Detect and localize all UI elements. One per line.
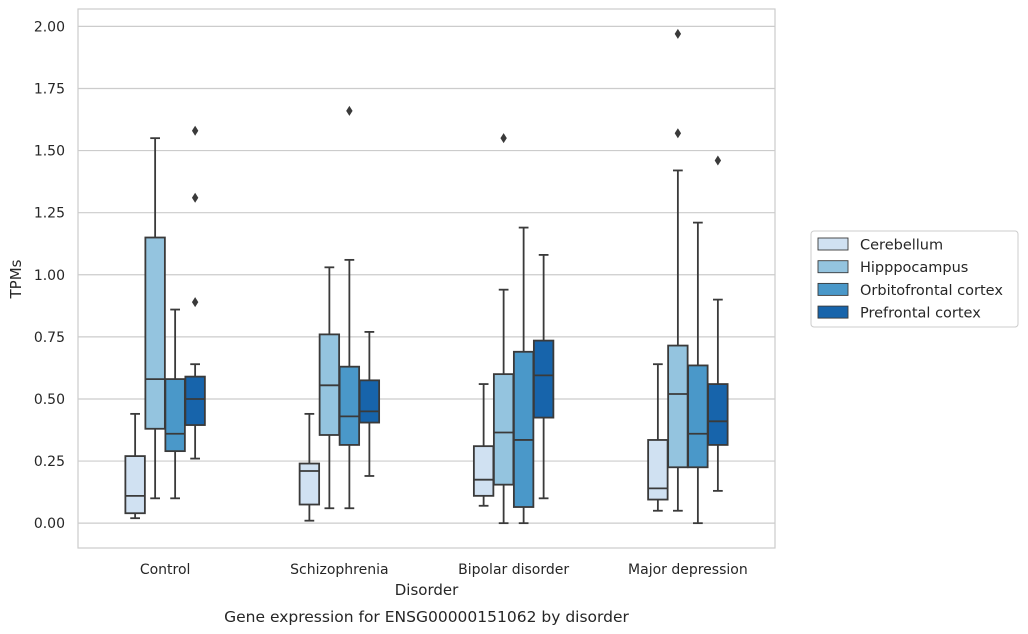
box-2-1 (492, 133, 515, 525)
box-0-3 (184, 125, 206, 460)
outlier-point (714, 155, 722, 166)
box-3-0 (647, 363, 669, 512)
outlier-point (674, 28, 682, 39)
legend: Cerebellum Hipppocampus Orbitofrontal cort… (810, 230, 1019, 328)
y-tick-label: 1.25 (34, 206, 65, 222)
box-rect (532, 339, 555, 419)
legend-swatch (817, 237, 849, 251)
box-rect (687, 364, 709, 469)
y-tick-label: 1.00 (34, 268, 65, 284)
box-rect (492, 373, 515, 486)
box-rect (298, 462, 321, 506)
box-rect (124, 455, 146, 515)
box-2-3 (532, 254, 555, 500)
box-rect (358, 379, 381, 424)
outlier-point (191, 192, 199, 203)
y-tick-label: 0.00 (34, 516, 65, 532)
box-1-2 (338, 105, 361, 510)
box-3-3 (707, 155, 729, 492)
y-tick-label: 0.50 (34, 392, 65, 408)
box-1-3 (358, 331, 381, 477)
y-axis-title: TPMs (7, 259, 25, 299)
box-rect (647, 439, 669, 501)
legend-label: Prefrontal cortex (860, 306, 981, 322)
y-tick-label: 0.25 (34, 454, 65, 470)
tick-layer: 0.00 0.25 0.50 0.75 1.00 1.25 1.50 1.75 2.00 Cont… (34, 19, 748, 578)
y-tick-label: 1.50 (34, 144, 65, 160)
box-rect (472, 445, 495, 497)
box-0-0 (124, 412, 146, 520)
box-rect (707, 383, 729, 446)
box-rect (164, 378, 186, 453)
outlier-point (191, 297, 199, 308)
x-tick-label: Bipolar disorder (458, 562, 569, 578)
x-tick-label: Major depression (628, 562, 748, 578)
outlier-point (346, 105, 353, 116)
box-rect (144, 236, 166, 430)
plot-frame (77, 8, 776, 549)
box-0-2 (164, 308, 186, 500)
legend-label: Orbitofrontal cortex (860, 283, 1003, 299)
box-rect (512, 350, 535, 508)
chart-caption: Gene expression for ENSG00000151062 by d… (224, 608, 629, 626)
box-1-1 (318, 266, 341, 510)
outlier-point (191, 125, 199, 136)
x-tick-label: Control (140, 562, 191, 578)
box-rect (667, 344, 689, 469)
legend-label: Hipppocampus (860, 260, 968, 276)
legend-swatch (817, 260, 849, 274)
x-axis-title: Disorder (395, 581, 459, 599)
legend-swatch (817, 305, 849, 319)
box-1-0 (298, 412, 321, 522)
x-tick-label: Schizophrenia (290, 562, 388, 578)
y-tick-label: 2.00 (34, 19, 65, 35)
legend-label: Cerebellum (860, 238, 943, 254)
box-3-1 (667, 28, 689, 512)
box-rect (184, 375, 206, 426)
box-2-2 (512, 226, 535, 525)
y-tick-label: 0.75 (34, 330, 65, 346)
box-3-2 (687, 221, 709, 525)
outlier-point (500, 133, 507, 144)
box-layer (124, 28, 729, 525)
box-2-0 (472, 383, 495, 507)
legend-frame (810, 230, 1019, 328)
outlier-point (674, 128, 682, 139)
box-rect (338, 365, 361, 446)
y-tick-label: 1.75 (34, 81, 65, 97)
box-0-1 (144, 137, 166, 500)
legend-swatch (817, 282, 849, 296)
